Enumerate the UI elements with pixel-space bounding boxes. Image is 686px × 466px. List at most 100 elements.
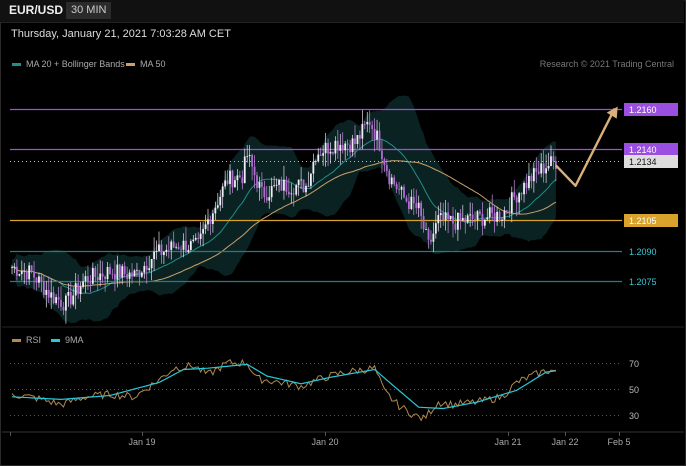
candle-body: [116, 264, 119, 280]
candle-body: [45, 289, 48, 295]
candle-body: [508, 210, 511, 213]
candle-body: [476, 211, 479, 220]
candle-body: [388, 171, 391, 185]
ma50-line: [11, 160, 557, 287]
candle-body: [510, 192, 513, 213]
candle-body: [292, 193, 295, 195]
candle-body: [194, 237, 197, 240]
timeframe-button[interactable]: 30 MIN: [66, 2, 112, 19]
candle-body: [378, 130, 381, 151]
candle-body: [545, 168, 547, 174]
level-label-0: 1.2160: [629, 105, 657, 115]
candle-body: [327, 142, 329, 154]
candle-body: [349, 144, 351, 153]
candle-body: [324, 142, 327, 154]
candle-body: [192, 239, 195, 242]
candle-body: [126, 274, 129, 279]
candle-body: [187, 249, 190, 253]
candle-body: [415, 203, 418, 209]
candle-body: [258, 182, 261, 188]
candle-body: [398, 189, 400, 190]
candle-body: [420, 202, 423, 217]
candle-body: [224, 180, 227, 187]
candle-body: [439, 213, 442, 216]
candle-body: [535, 168, 538, 172]
candle-body: [417, 202, 420, 209]
candle-body: [425, 229, 427, 230]
candle-body: [229, 170, 231, 184]
candle-body: [189, 241, 192, 250]
candle-body: [204, 224, 207, 230]
candle-body: [28, 265, 31, 280]
candle-body: [555, 161, 557, 169]
candle-body: [185, 240, 187, 253]
legend-ma50: MA 50: [126, 59, 166, 69]
candle-body: [383, 159, 386, 166]
candle-body: [69, 292, 72, 305]
candle-body: [268, 197, 271, 201]
candle-body: [153, 251, 155, 260]
candle-body: [319, 154, 322, 156]
candle-body: [528, 175, 530, 188]
candle-body: [486, 217, 489, 220]
candle-body: [368, 121, 371, 126]
rsi-tick-label-2: 30: [629, 411, 639, 421]
x-tick-label-3: Jan 22: [551, 437, 578, 447]
candle-body: [47, 289, 50, 298]
candle-body: [530, 175, 533, 182]
candle-body: [287, 191, 290, 195]
candle-body: [104, 276, 106, 280]
candle-body: [57, 297, 60, 300]
candle-body: [354, 138, 356, 145]
candle-body: [488, 207, 491, 218]
candle-body: [515, 197, 518, 203]
candle-body: [363, 124, 366, 125]
candles: [11, 110, 557, 324]
candle-body: [148, 268, 151, 270]
candle-body: [356, 135, 359, 145]
candle-body: [469, 214, 472, 216]
candle-body: [79, 286, 82, 295]
candle-body: [30, 265, 33, 272]
projection-arrowhead: [606, 106, 618, 119]
candle-body: [35, 277, 38, 283]
candle-body: [50, 292, 53, 298]
candle-body: [25, 270, 28, 280]
candle-body: [214, 207, 217, 214]
candle-body: [199, 233, 202, 239]
candle-body: [410, 196, 413, 209]
candle-body: [437, 215, 440, 224]
candle-body: [207, 219, 209, 225]
candle-body: [336, 140, 339, 151]
candle-body: [395, 184, 398, 190]
candle-body: [307, 185, 310, 187]
candle-body: [111, 273, 114, 275]
candle-body: [366, 121, 369, 125]
candle-body: [498, 211, 501, 221]
candle-body: [430, 239, 432, 242]
candle-body: [547, 165, 550, 169]
candle-body: [432, 233, 435, 242]
candle-body: [180, 249, 182, 250]
candle-body: [13, 266, 16, 268]
candle-body: [275, 184, 278, 186]
header-bar: EUR/USD 30 MIN: [0, 0, 684, 23]
candle-body: [150, 259, 153, 269]
candle-body: [121, 266, 124, 278]
candle-body: [466, 215, 469, 223]
candle-body: [253, 166, 256, 176]
candle-body: [256, 175, 258, 188]
candle-body: [94, 267, 97, 278]
candle-body: [373, 128, 376, 140]
candle-body: [263, 186, 266, 198]
legend-ma50-swatch: [126, 62, 135, 66]
candle-body: [513, 192, 516, 198]
candle-body: [317, 154, 320, 162]
candle-body: [393, 177, 396, 185]
candle-body: [246, 156, 249, 157]
candle-body: [67, 292, 70, 296]
candle-body: [167, 249, 170, 251]
candle-body: [506, 210, 508, 212]
candle-body: [312, 161, 315, 174]
